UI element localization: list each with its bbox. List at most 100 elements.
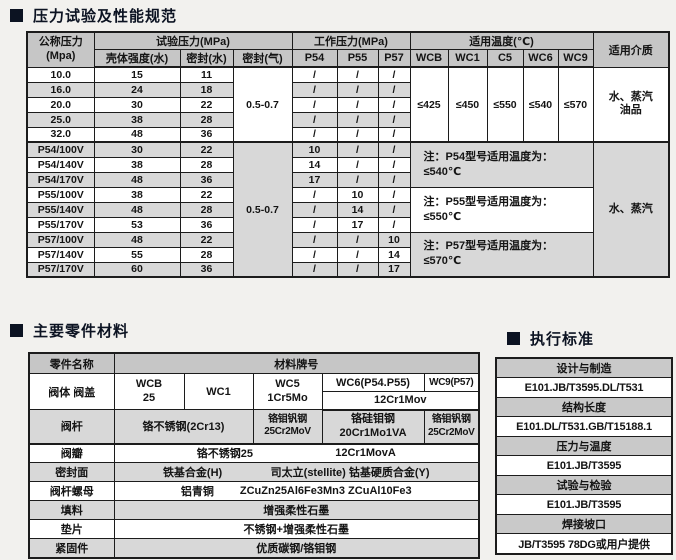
medium-cell: 水、蒸汽 xyxy=(592,141,670,278)
note-line: ≤570℃ xyxy=(423,255,462,268)
standards-title: 执行标准 xyxy=(507,328,594,349)
seal-water-cell: 36 xyxy=(179,216,234,233)
stem-nut-material-1: 铝青铜 xyxy=(180,486,214,498)
header-c5: C5 xyxy=(486,49,524,68)
nominal-pressure-cell: 20.0 xyxy=(26,96,95,113)
p54-cell: / xyxy=(291,111,338,128)
seal-water-cell: 22 xyxy=(179,231,234,248)
p54-cell: 14 xyxy=(291,156,338,173)
p57-cell: / xyxy=(377,81,411,98)
shell-strength-cell: 38 xyxy=(93,111,181,128)
stem-material-cell: 铬不锈钢(2Cr13) xyxy=(113,409,254,445)
standard-value: E101.JB/T3595 xyxy=(495,455,673,476)
header-test-pressure: 试验压力(MPa) xyxy=(93,31,293,50)
packing-material-cell: 增强柔性石墨 xyxy=(113,500,480,520)
standard-value: E101.DL/T531.GB/T15188.1 xyxy=(495,416,673,437)
shell-strength-cell: 24 xyxy=(93,81,181,98)
seal-water-cell: 28 xyxy=(179,246,234,263)
header-p54: P54 xyxy=(291,49,338,68)
pressure-spec-title-text: 压力试验及性能规范 xyxy=(33,8,178,25)
part-stem: 阀杆 xyxy=(28,409,115,445)
seal-water-cell: 36 xyxy=(179,126,234,143)
temp-c5-cell: ≤550 xyxy=(486,66,524,143)
nominal-pressure-cell: P54/100V xyxy=(26,141,95,158)
header-material-grade: 材料牌号 xyxy=(113,352,480,374)
shell-strength-cell: 48 xyxy=(93,231,181,248)
table-row: E101.JB/T3595 xyxy=(495,494,673,515)
stem-material-cell: 铬钼钒钢 25Cr2MoV xyxy=(423,409,480,445)
p57-cell: / xyxy=(377,126,411,143)
p54-cell: 10 xyxy=(291,141,338,158)
disc-material-1: 铬不锈钢25 xyxy=(196,448,253,461)
table-row: 试验与检验 xyxy=(495,475,673,495)
section-bullet-icon xyxy=(507,332,520,345)
note-p57-cell: 注：P57型号适用温度为： ≤570℃ xyxy=(409,231,594,278)
table-row: 阀体 阀盖 WCB 25 WC1 WC5 1Cr5Mo WC6(P54.P55)… xyxy=(28,373,480,410)
body-wc5-cell: WC5 1Cr5Mo xyxy=(252,373,323,410)
sealing-material-1: 铁基合金(H) xyxy=(162,467,223,479)
note-line: ≤550℃ xyxy=(423,210,462,223)
shell-strength-cell: 55 xyxy=(93,246,181,263)
disc-material-cell: 铬不锈钢25 12Cr1MovA xyxy=(113,443,480,463)
standard-label: 压力与温度 xyxy=(495,436,673,456)
part-disc: 阀瓣 xyxy=(28,443,115,463)
materials-table: 零件名称 材料牌号 阀体 阀盖 WCB 25 WC1 WC5 1Cr5Mo WC… xyxy=(28,352,481,559)
p54-cell: / xyxy=(291,186,338,203)
p55-cell: / xyxy=(336,111,379,128)
standard-value: JB/T3595 78DG或用户提供 xyxy=(495,533,673,555)
part-stem-nut: 阀杆螺母 xyxy=(28,481,115,501)
table-row: 结构长度 xyxy=(495,397,673,417)
table-row: P55/140V 48 28 / 14 / xyxy=(26,201,669,218)
part-packing: 填料 xyxy=(28,500,115,520)
nominal-pressure-cell: P57/170V xyxy=(26,261,95,278)
shell-strength-cell: 48 xyxy=(93,201,181,218)
note-line: 注：P54型号适用温度为： xyxy=(423,150,554,163)
shell-strength-cell: 60 xyxy=(93,261,181,278)
body-wcb-cell: WCB 25 xyxy=(113,373,185,410)
shell-strength-cell: 48 xyxy=(93,171,181,188)
nominal-pressure-cell: 10.0 xyxy=(26,66,95,83)
standard-value: E101.JB/T3595.DL/T531 xyxy=(495,377,673,398)
table-row: 垫片 不锈钢+增强柔性石墨 xyxy=(28,519,480,539)
table-row: P54/140V 38 28 14 / / xyxy=(26,156,669,173)
part-fastener: 紧固件 xyxy=(28,538,115,558)
pressure-test-table: 公称压力 (Mpa) 试验压力(MPa) 工作压力(MPa) 适用温度(℃) 适… xyxy=(26,31,671,278)
materials-title-text: 主要零件材料 xyxy=(33,323,130,340)
body-wc1-cell: WC1 xyxy=(183,373,254,410)
p55-cell: 17 xyxy=(336,216,379,233)
seal-gas-cell: 0.5-0.7 xyxy=(232,141,293,278)
stem-nut-material-cell: 铝青铜 ZCuZn25Al6Fe3Mn3 ZCuAl10Fe3 xyxy=(113,481,480,501)
nominal-pressure-cell: P57/140V xyxy=(26,246,95,263)
header-seal-gas: 密封(气) xyxy=(232,49,293,68)
header-shell-strength: 壳体强度(水) xyxy=(93,49,181,68)
table-row: P54/170V 48 36 17 / / xyxy=(26,171,669,188)
header-seal-water: 密封(水) xyxy=(179,49,234,68)
p57-cell: 17 xyxy=(377,261,411,278)
header-applicable-medium: 适用介质 xyxy=(592,31,670,68)
header-nominal-pressure: 公称压力 (Mpa) xyxy=(26,31,95,68)
header-working-pressure: 工作压力(MPa) xyxy=(291,31,411,50)
table-row: 密封面 铁基合金(H) 司太立(stellite) 钴基硬质合金(Y) xyxy=(28,462,480,482)
table-row: E101.JB/T3595.DL/T531 xyxy=(495,377,673,398)
p57-cell: / xyxy=(377,111,411,128)
p57-cell: / xyxy=(377,66,411,83)
p54-cell: / xyxy=(291,261,338,278)
p55-cell: / xyxy=(336,81,379,98)
p57-cell: / xyxy=(377,171,411,188)
table-row: 填料 增强柔性石墨 xyxy=(28,500,480,520)
p55-cell: / xyxy=(336,126,379,143)
p54-cell: / xyxy=(291,231,338,248)
nominal-pressure-cell: P55/170V xyxy=(26,216,95,233)
seal-water-cell: 28 xyxy=(179,111,234,128)
nominal-pressure-cell: 16.0 xyxy=(26,81,95,98)
seal-water-cell: 36 xyxy=(179,171,234,188)
sealing-material-2: 司太立(stellite) 钴基硬质合金(Y) xyxy=(270,467,430,479)
shell-strength-cell: 38 xyxy=(93,156,181,173)
seal-water-cell: 22 xyxy=(179,96,234,113)
header-p57: P57 xyxy=(377,49,411,68)
seal-water-cell: 22 xyxy=(179,141,234,158)
body-12cr1mov-cell: 12Cr1Mov xyxy=(321,391,480,411)
table-row: 零件名称 材料牌号 xyxy=(28,352,480,374)
seal-water-cell: 11 xyxy=(179,66,234,83)
p55-cell: 14 xyxy=(336,201,379,218)
